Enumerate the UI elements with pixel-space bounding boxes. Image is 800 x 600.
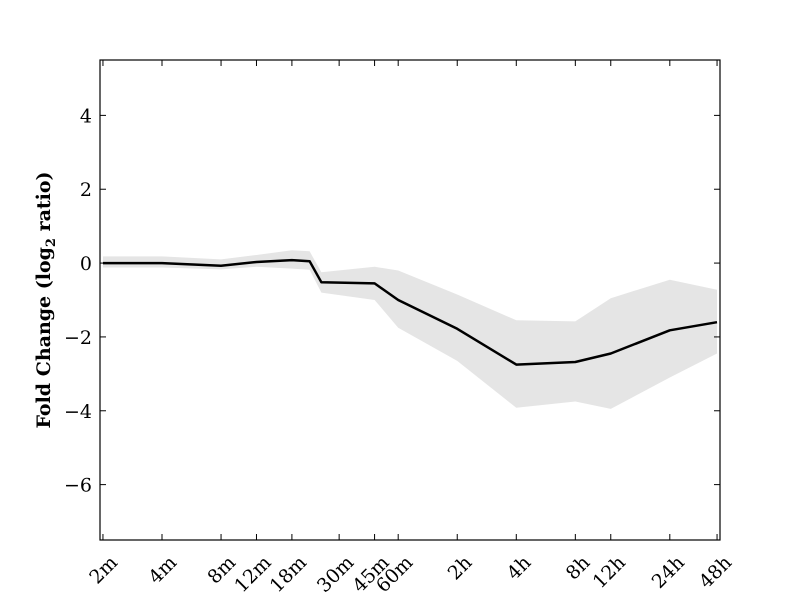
- y-tick-label: −2: [64, 327, 92, 349]
- y-axis-label-subscript: 2: [44, 238, 59, 247]
- y-axis-label-main: Fold Change (log: [33, 247, 55, 428]
- x-tick-label: 2h: [444, 552, 477, 585]
- confidence-band: [103, 250, 717, 409]
- y-axis-label-suffix: ratio): [33, 171, 55, 238]
- x-tick-label: 24h: [648, 552, 689, 593]
- x-tick-label: 48h: [695, 552, 736, 593]
- x-tick-label: 4m: [144, 552, 181, 589]
- mean-series-line: [103, 258, 718, 366]
- y-axis: −6 −4 −2 0 2 4: [64, 105, 720, 497]
- y-axis-label: Fold Change (log2 ratio): [33, 171, 59, 428]
- x-tick-label: 18m: [266, 552, 311, 597]
- x-tick-label: 4h: [503, 552, 536, 585]
- y-tick-label: 2: [80, 179, 92, 201]
- y-tick-label: 4: [80, 105, 92, 127]
- x-tick-label: 2m: [85, 552, 122, 589]
- plot-frame: [99, 59, 721, 541]
- y-tick-label: 0: [80, 253, 92, 275]
- y-tick-label: −4: [64, 401, 92, 423]
- x-tick-label: 30m: [313, 552, 358, 597]
- y-tick-label: −6: [64, 475, 92, 497]
- x-tick-label: 12m: [230, 552, 275, 597]
- x-tick-label: 12h: [589, 552, 630, 593]
